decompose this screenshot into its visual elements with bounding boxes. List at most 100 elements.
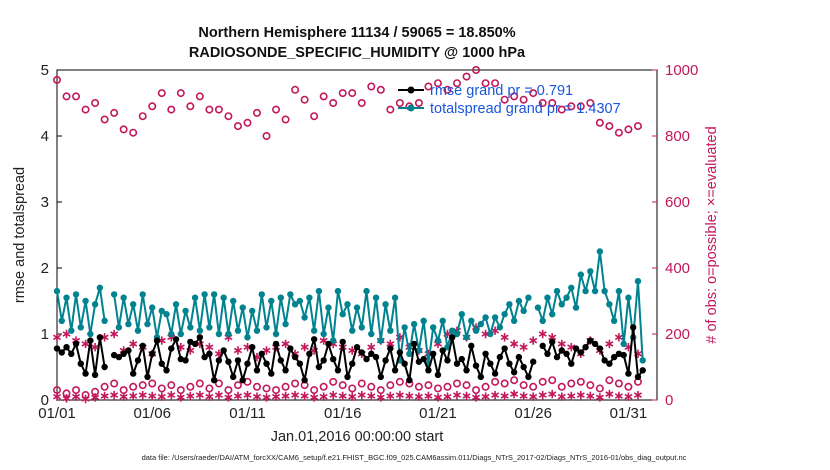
totalspread-point [101, 317, 108, 324]
totalspread-point [325, 304, 332, 311]
obs-possible-low-marker [624, 382, 633, 391]
obs-possible-low-marker [414, 382, 423, 391]
obs-possible-marker [176, 89, 185, 98]
totalspread-point [610, 317, 618, 324]
y2-axis-ticks: 0 200 400 600 800 1000 [652, 62, 698, 409]
totalspread-point [320, 330, 327, 338]
obs-evaluated-marker [52, 333, 62, 342]
obs-evaluated-low-marker [538, 390, 547, 400]
totalspread-point [268, 297, 275, 305]
rmse-point [391, 367, 399, 374]
obs-evaluated-low-marker [481, 392, 490, 401]
chart-title-line1: Northern Hemisphere 11134 / 59065 = 18.8… [198, 25, 515, 41]
rmse-point [329, 355, 337, 363]
totalspread-point [406, 350, 413, 357]
totalspread-point [110, 291, 118, 298]
obs-evaluated-low-marker [614, 391, 623, 401]
rmse-point [410, 340, 418, 348]
obs-evaluated-low-marker [510, 389, 519, 399]
x-tick-label: 01/01 [38, 405, 76, 422]
rmse-point [458, 355, 465, 363]
totalspread-point [249, 307, 256, 315]
totalspread-point [201, 291, 208, 298]
totalspread-point [53, 287, 61, 295]
totalspread-point [463, 334, 470, 341]
rmse-point [253, 367, 261, 374]
rmse-point [544, 350, 551, 357]
rmse-point [606, 360, 613, 367]
rmse-point [463, 367, 470, 374]
obs-evaluated-low-marker [586, 391, 595, 401]
obs-evaluated-low-marker [224, 393, 233, 402]
obs-possible-low-marker [148, 379, 157, 388]
totalspread-point [391, 294, 399, 301]
y2-tick-label: 600 [665, 194, 690, 211]
totalspread-point [372, 294, 380, 301]
rmse-point [439, 347, 446, 354]
obs-possible-low-marker [338, 381, 347, 390]
rmse-point [244, 360, 251, 367]
rmse-point [220, 347, 227, 354]
obs-possible-low-marker [186, 382, 195, 391]
totalspread-point [329, 337, 337, 344]
obs-possible-marker [186, 102, 195, 111]
totalspread-point [377, 337, 385, 344]
totalspread-point [258, 291, 265, 298]
rmse-point [353, 344, 361, 351]
rmse-point [525, 373, 532, 381]
obs-possible-marker [138, 112, 147, 121]
rmse-point [582, 344, 589, 351]
rmse-point [449, 334, 456, 341]
totalspread-point [215, 330, 223, 338]
rmse-point [287, 345, 294, 352]
obs-evaluated-low-marker [367, 391, 376, 401]
obs-possible-low-marker [433, 384, 442, 393]
totalspread-point [368, 330, 375, 338]
obs-possible-marker [614, 128, 623, 137]
rmse-point [215, 357, 223, 364]
rmse-point [296, 360, 304, 367]
rmse-point [549, 338, 556, 346]
totalspread-point [120, 294, 127, 301]
obs-possible-low-marker [110, 379, 119, 388]
obs-evaluated-low-marker [605, 389, 614, 399]
totalspread-point [77, 324, 85, 331]
obs-possible-low-marker [253, 382, 262, 391]
rmse-point [577, 349, 585, 356]
rmse-point [372, 353, 380, 361]
rmse-point [153, 337, 161, 344]
totalspread-point [144, 320, 151, 328]
totalspread-point [449, 327, 456, 334]
obs-possible-low-marker [519, 381, 528, 390]
rmse-point [610, 353, 618, 361]
rmse-point [325, 340, 332, 348]
obs-evaluated-low-marker [176, 393, 185, 402]
obs-possible-low-marker [138, 381, 147, 390]
totalspread-point [287, 291, 294, 298]
obs-possible-marker [519, 95, 528, 104]
totalspread-point [210, 291, 218, 298]
totalspread-point [172, 301, 180, 308]
totalspread-point [139, 291, 146, 298]
totalspread-point [177, 330, 185, 338]
totalspread-point [182, 307, 189, 315]
obs-evaluated-marker [205, 343, 214, 352]
obs-evaluated-marker [500, 333, 509, 342]
obs-evaluated-low-marker [319, 392, 328, 401]
rmse-point [515, 353, 523, 361]
totalspread-point [549, 311, 556, 318]
obs-possible-marker [576, 102, 585, 111]
obs-evaluated-low-marker [300, 391, 309, 401]
obs-possible-marker [119, 125, 128, 134]
totalspread-point [453, 330, 461, 338]
obs-possible-marker [91, 99, 100, 108]
rmse-point [191, 340, 199, 348]
totalspread-point [339, 311, 346, 318]
legend-totalspread-label: totalspread grand pr = 1.4307 [430, 101, 621, 117]
totalspread-point [115, 324, 123, 331]
obs-possible-low-marker [462, 381, 471, 390]
legend-rmse-marker [407, 86, 415, 94]
totalspread-point [334, 287, 342, 295]
obs-possible-low-marker [481, 382, 490, 391]
obs-possible-marker [376, 85, 385, 94]
